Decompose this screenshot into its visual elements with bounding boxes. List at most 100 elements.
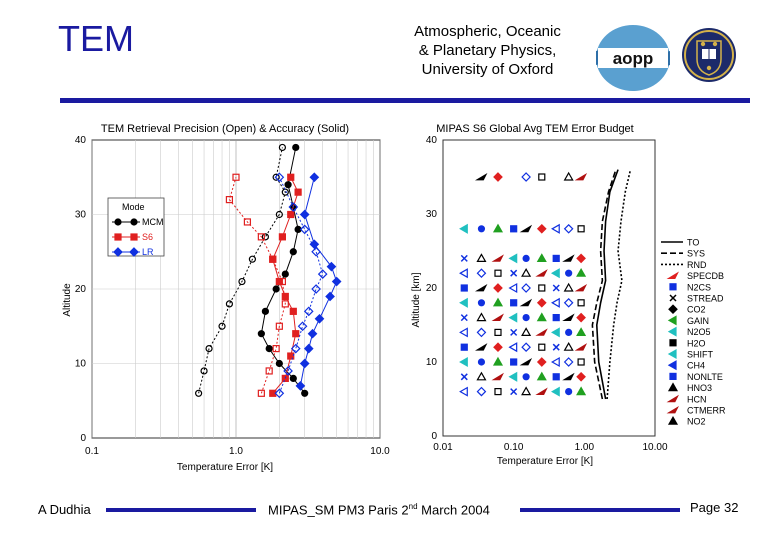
- error-component-marker: [551, 223, 560, 234]
- error-component-marker: [536, 371, 547, 381]
- chart-title: TEM Retrieval Precision (Open) & Accurac…: [101, 123, 349, 135]
- data-point-lr-accuracy: [331, 276, 342, 287]
- data-point-mcm-precision: [272, 173, 280, 181]
- data-point-mcm-accuracy: [261, 307, 269, 315]
- data-point-lr-precision: [299, 224, 310, 235]
- data-point-s6-precision: [272, 345, 280, 353]
- data-point-mcm-precision: [278, 143, 286, 152]
- data-point-s6-precision: [232, 173, 240, 181]
- data-point-mcm-accuracy: [281, 270, 289, 278]
- legend-marker: [130, 218, 138, 226]
- error-component-marker: [563, 297, 574, 308]
- legend-entry: RND: [687, 260, 707, 270]
- data-point-mcm-accuracy: [257, 330, 265, 338]
- series-line-mcm-precision: [198, 147, 286, 394]
- error-component-marker: [460, 373, 468, 381]
- data-point-mcm-precision: [205, 345, 213, 353]
- error-component-marker: [508, 342, 518, 353]
- data-point-lr-accuracy: [307, 328, 318, 339]
- y-axis-label: Altitude [km]: [411, 272, 422, 327]
- legend-marker: [129, 247, 139, 257]
- data-point-mcm-accuracy: [301, 389, 309, 397]
- footer-rule-left: [106, 508, 256, 512]
- error-component-marker: [536, 253, 547, 262]
- series-line-sys: [591, 169, 617, 400]
- legend-marker: [667, 326, 677, 337]
- x-tick-label: 0.01: [433, 442, 453, 453]
- data-point-mcm-accuracy: [284, 181, 292, 189]
- error-component-marker: [576, 327, 587, 336]
- legend-entry: MCM: [142, 217, 164, 227]
- error-component-marker: [565, 269, 573, 277]
- error-component-marker: [521, 267, 532, 277]
- error-component-marker: [538, 343, 546, 351]
- data-point-s6-precision: [243, 218, 252, 226]
- data-point-s6-accuracy: [289, 307, 297, 315]
- data-point-s6-accuracy: [287, 352, 295, 360]
- data-point-mcm-accuracy: [289, 248, 297, 256]
- chart-grid: [442, 139, 656, 437]
- error-component-marker: [519, 224, 533, 233]
- error-component-marker: [521, 386, 532, 396]
- legend-marker: [667, 315, 677, 326]
- x-axis-label: Temperature Error [K]: [177, 462, 273, 473]
- legend-marker: [668, 304, 678, 315]
- error-component-marker: [476, 268, 487, 279]
- error-component-marker: [522, 254, 530, 262]
- error-component-marker: [519, 298, 533, 307]
- data-point-s6-precision: [275, 322, 283, 330]
- data-point-lr-precision: [303, 306, 314, 317]
- error-component-marker: [510, 388, 518, 396]
- legend-entry: H2O: [687, 338, 706, 348]
- legend-entry: NONLTE: [687, 372, 723, 382]
- legend-marker: [113, 247, 123, 257]
- legend-entry: HNO3: [687, 383, 712, 393]
- legend-entry: SHIFT: [687, 350, 714, 360]
- data-point-s6-accuracy: [294, 188, 302, 196]
- error-component-marker: [552, 254, 560, 262]
- data-point-s6-precision: [265, 367, 273, 375]
- error-component-marker: [519, 357, 533, 366]
- data-point-s6-precision: [225, 195, 234, 204]
- legend-entry: LR: [142, 247, 154, 257]
- error-component-marker: [536, 357, 547, 367]
- data-point-mcm-precision: [218, 322, 226, 330]
- event-superscript: nd: [408, 502, 418, 511]
- footer-event: MIPAS_SM PM3 Paris 2nd March 2004: [268, 502, 490, 517]
- error-component-marker: [551, 297, 560, 308]
- header-divider: [60, 98, 750, 103]
- oxford-crest-icon: [682, 28, 736, 82]
- legend-marker: [667, 415, 679, 425]
- error-component-marker: [492, 356, 504, 366]
- error-component-marker: [522, 373, 530, 381]
- legend-marker: [669, 372, 677, 380]
- legend-entry: TO: [687, 238, 699, 248]
- aopp-logo: aopp: [596, 25, 670, 91]
- institution-line-1: Atmospheric, Oceanic: [414, 23, 561, 40]
- legend-entry: NO2: [687, 417, 706, 427]
- error-component-marker: [460, 343, 468, 351]
- error-component-marker: [493, 283, 503, 293]
- data-point-s6-accuracy: [281, 292, 289, 301]
- error-component-marker: [563, 357, 574, 367]
- data-point-mcm-precision: [248, 255, 257, 263]
- data-point-lr-accuracy: [299, 358, 310, 369]
- data-point-s6-precision: [278, 277, 286, 286]
- data-point-s6-precision: [269, 255, 277, 263]
- legend-marker: [669, 283, 677, 291]
- error-component-marker: [494, 328, 502, 336]
- series-line-rnd: [606, 169, 632, 400]
- error-component-marker: [508, 312, 518, 323]
- error-component-marker: [577, 225, 585, 233]
- error-component-marker: [510, 299, 518, 307]
- plot-frame: [442, 139, 656, 437]
- legend-marker: [666, 394, 679, 403]
- error-component-marker: [494, 269, 502, 277]
- chart-series: [459, 169, 632, 400]
- legend-marker: [667, 348, 677, 360]
- data-point-lr-accuracy: [295, 381, 306, 391]
- error-component-marker: [536, 312, 547, 322]
- error-component-marker: [521, 283, 531, 293]
- y-tick-label: 20: [75, 284, 87, 295]
- legend-entry: CO2: [687, 305, 706, 315]
